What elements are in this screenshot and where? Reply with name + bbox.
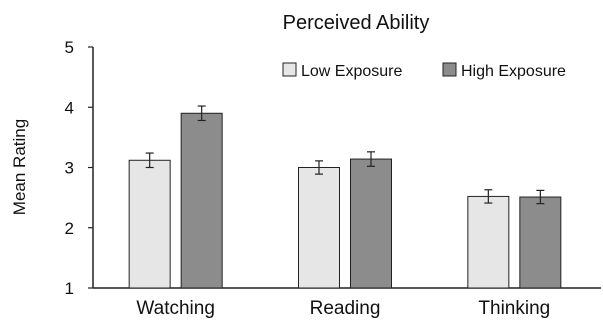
legend-swatch-high-exposure <box>442 62 457 77</box>
bar-high-exposure-watching <box>180 112 223 289</box>
legend-label-high-exposure: High Exposure <box>461 63 566 80</box>
x-tick-label-watching: Watching <box>136 298 215 319</box>
legend-swatch-low-exposure <box>282 62 297 77</box>
bar-low-exposure-watching <box>128 159 171 289</box>
y-axis-label: Mean Rating <box>10 119 29 215</box>
bar-low-exposure-reading <box>298 167 340 289</box>
bar-high-exposure-reading <box>350 158 392 289</box>
y-tick-label: 3 <box>65 159 74 178</box>
plot-area: 1 2 3 4 5 Watching Reading Thinking <box>65 38 601 319</box>
bar-high-exposure-thinking <box>519 196 562 289</box>
y-tick-label: 5 <box>65 38 74 57</box>
legend-label-low-exposure: Low Exposure <box>301 63 402 80</box>
bar-low-exposure-thinking <box>467 195 510 289</box>
y-tick-label: 4 <box>65 98 74 117</box>
legend: Low Exposure High Exposure <box>282 62 566 80</box>
x-tick-label-thinking: Thinking <box>478 298 550 319</box>
y-tick-label: 2 <box>65 219 74 238</box>
y-tick-label: 1 <box>65 279 74 298</box>
chart-title: Perceived Ability <box>283 12 430 34</box>
x-tick-label-reading: Reading <box>310 298 381 319</box>
